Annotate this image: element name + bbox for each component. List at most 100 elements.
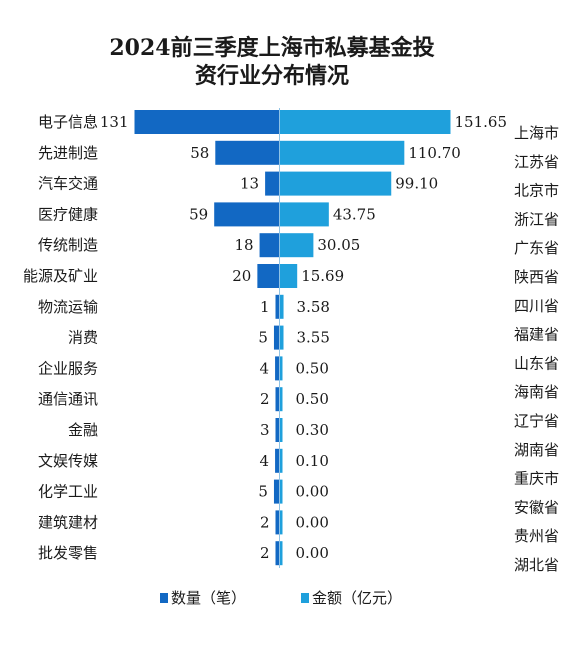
region-label: 山东省 — [514, 354, 559, 372]
amount-bar — [279, 264, 298, 288]
amount-value-labels: 151.65 110.70 99.10 43.75 30.05 15.69 3.58 3.55… — [296, 113, 508, 562]
count-value-label: 59 — [189, 205, 208, 223]
count-value-label: 58 — [190, 144, 209, 162]
left-category-labels: 电子信息先进制造汽车交通医疗健康传统制造能源及矿业物流运输消费企业服务通信通讯金… — [23, 113, 98, 562]
amount-value-label: 0.00 — [296, 513, 329, 531]
legend-amount-swatch — [301, 593, 309, 603]
count-value-label: 5 — [258, 483, 268, 501]
amount-bar — [279, 541, 283, 566]
amount-bar — [279, 140, 405, 165]
amount-value-label: 0.10 — [296, 452, 329, 470]
amount-bar — [279, 233, 314, 258]
count-value-label: 2 — [260, 544, 270, 562]
category-label: 化学工业 — [38, 483, 98, 501]
category-label: 通信通讯 — [38, 390, 98, 408]
count-value-label: 13 — [240, 175, 259, 193]
amount-bar — [279, 202, 329, 227]
amount-value-label: 0.00 — [296, 483, 329, 501]
amount-bar — [279, 448, 283, 473]
count-bar — [259, 233, 280, 258]
category-label: 物流运输 — [38, 298, 98, 316]
count-value-label: 4 — [260, 359, 270, 377]
count-bar — [214, 202, 280, 227]
count-bar — [273, 479, 280, 504]
count-value-label: 3 — [260, 421, 270, 439]
category-label: 批发零售 — [38, 544, 98, 562]
region-label: 广东省 — [514, 239, 559, 257]
count-bar — [275, 541, 280, 566]
count-bar — [134, 110, 280, 134]
count-bar — [275, 387, 280, 412]
amount-bar — [279, 479, 283, 504]
region-label: 四川省 — [514, 297, 559, 315]
category-label: 能源及矿业 — [23, 267, 98, 285]
amount-value-label: 0.50 — [296, 359, 329, 377]
amount-value-label: 3.58 — [297, 298, 330, 316]
count-value-label: 18 — [234, 236, 253, 254]
region-label: 贵州省 — [514, 527, 559, 545]
count-value-label: 2 — [260, 513, 270, 531]
amount-value-label: 110.70 — [408, 144, 461, 162]
legend-amount-label: 金额（亿元） — [312, 589, 402, 607]
amount-value-label: 151.65 — [455, 113, 508, 131]
category-label: 电子信息 — [38, 113, 98, 131]
count-bar — [275, 510, 280, 535]
region-label: 辽宁省 — [514, 412, 559, 430]
category-label: 消费 — [68, 329, 98, 347]
chart-title-line-1: 2024前三季度上海市私募基金投 — [109, 35, 434, 61]
region-label: 福建省 — [514, 326, 559, 344]
region-label: 浙江省 — [514, 210, 559, 228]
amount-bar — [279, 171, 392, 196]
count-series-bars — [134, 110, 280, 566]
amount-series-bars — [279, 110, 451, 566]
count-bar — [275, 418, 280, 442]
count-bar — [257, 264, 280, 288]
region-label: 陕西省 — [514, 268, 559, 286]
amount-value-label: 30.05 — [317, 236, 360, 254]
region-label: 海南省 — [514, 383, 559, 401]
count-value-label: 1 — [260, 298, 270, 316]
category-label: 传统制造 — [38, 236, 98, 254]
count-bar — [273, 325, 280, 350]
category-label: 汽车交通 — [38, 175, 98, 193]
amount-value-label: 0.50 — [296, 390, 329, 408]
amount-bar — [279, 294, 284, 319]
amount-bar — [279, 356, 283, 381]
category-label: 先进制造 — [38, 144, 98, 162]
count-bar — [275, 448, 280, 473]
amount-value-label: 43.75 — [333, 205, 376, 223]
amount-bar — [279, 110, 451, 134]
count-value-label: 5 — [258, 329, 268, 347]
count-value-label: 4 — [260, 452, 270, 470]
category-label: 建筑建材 — [38, 513, 98, 531]
region-label: 湖北省 — [514, 556, 559, 574]
region-label: 湖南省 — [514, 441, 559, 459]
category-label: 文娱传媒 — [38, 452, 98, 470]
count-bar — [265, 171, 280, 196]
legend: 数量（笔） 金额（亿元） — [160, 589, 402, 607]
amount-bar — [279, 387, 283, 412]
region-label: 重庆市 — [514, 470, 559, 488]
amount-bar — [279, 510, 283, 535]
amount-value-label: 0.00 — [296, 544, 329, 562]
region-label: 北京市 — [514, 182, 559, 200]
amount-value-label: 3.55 — [297, 329, 330, 347]
amount-bar — [279, 418, 283, 442]
count-bar — [215, 140, 280, 165]
region-label: 江苏省 — [514, 153, 559, 171]
region-label: 安徽省 — [514, 498, 559, 516]
count-value-label: 20 — [232, 267, 251, 285]
count-value-label: 131 — [100, 113, 129, 131]
chart-title-line-2: 资行业分布情况 — [195, 63, 349, 89]
amount-bar — [279, 325, 284, 350]
count-bar — [275, 294, 280, 319]
category-label: 企业服务 — [38, 359, 98, 377]
count-value-label: 2 — [260, 390, 270, 408]
category-label: 金融 — [68, 421, 98, 439]
region-label: 上海市 — [514, 124, 559, 142]
amount-value-label: 0.30 — [296, 421, 329, 439]
right-region-labels: 上海市江苏省北京市浙江省广东省陕西省四川省福建省山东省海南省辽宁省湖南省重庆市安… — [514, 124, 559, 574]
amount-value-label: 99.10 — [395, 175, 438, 193]
count-bar — [275, 356, 280, 381]
